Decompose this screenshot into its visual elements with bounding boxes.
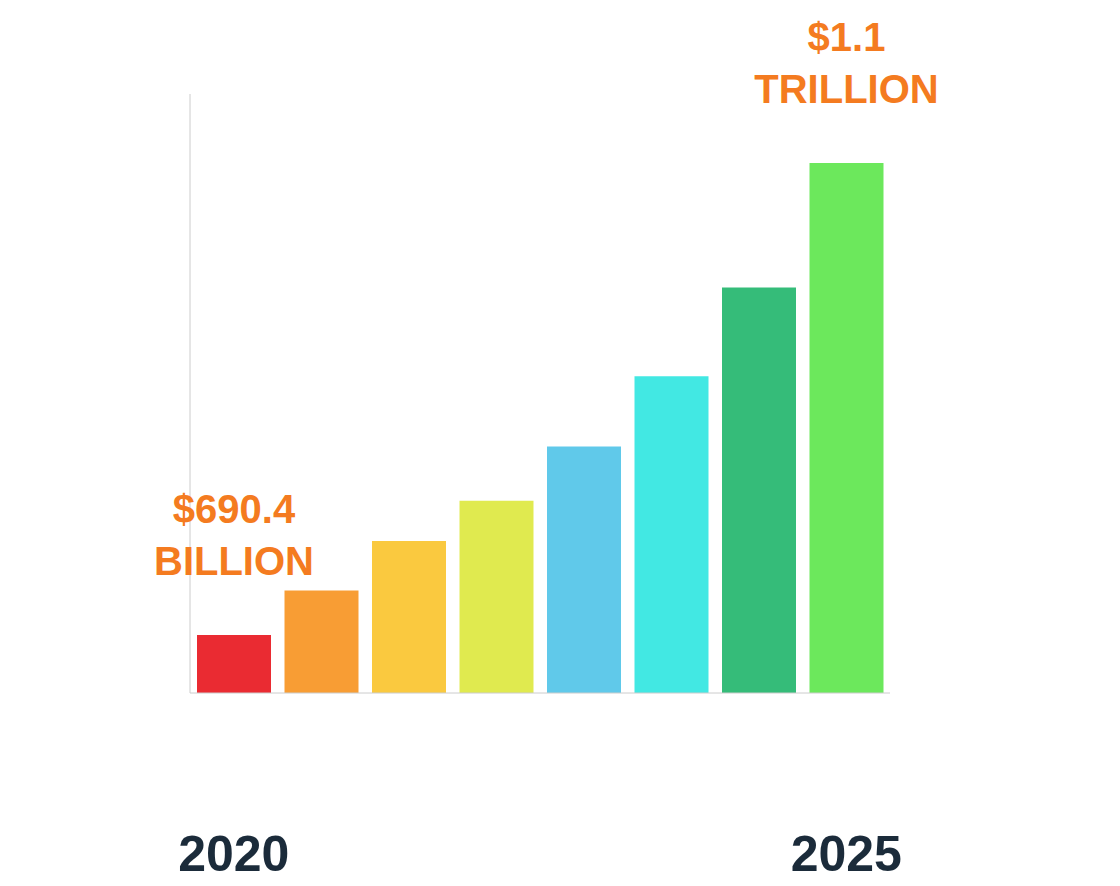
svg-text:BILLION: BILLION	[154, 539, 314, 583]
svg-text:2020: 2020	[178, 826, 289, 882]
svg-text:$1.1: $1.1	[808, 15, 886, 59]
svg-text:TRILLION: TRILLION	[754, 67, 938, 111]
svg-text:$690.4: $690.4	[173, 487, 296, 531]
svg-text:2025: 2025	[791, 826, 902, 882]
